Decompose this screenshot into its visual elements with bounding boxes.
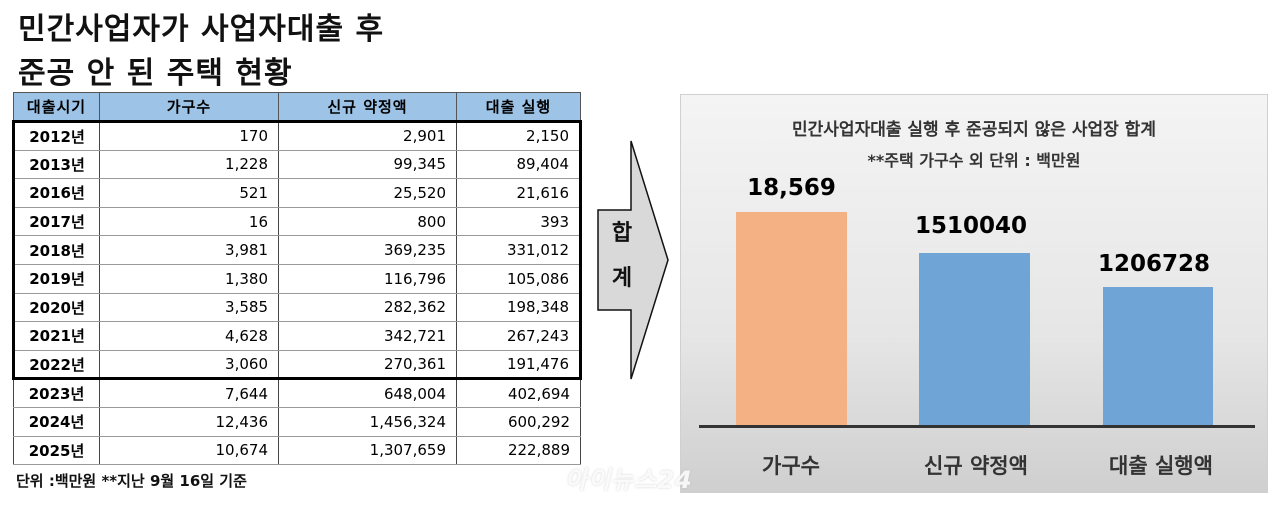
cell-households: 170	[99, 120, 279, 151]
table-row: 2022년 3,060 270,361 191,476	[12, 349, 582, 381]
cell-new-commitment: 99,345	[278, 149, 457, 180]
bar-loan-executed	[1103, 287, 1213, 427]
cell-loan-executed: 331,012	[456, 235, 582, 265]
cell-households: 4,628	[99, 321, 279, 351]
cell-loan-executed: 191,476	[456, 349, 582, 381]
category-label-loan-executed: 대출 실행액	[1109, 454, 1213, 478]
page-title-line2: 준공 안 된 주택 현황	[18, 56, 293, 91]
header-loan-executed: 대출 실행	[456, 92, 581, 122]
cell-new-commitment: 116,796	[278, 263, 457, 294]
cell-year: 2020년	[12, 292, 100, 323]
cell-households: 521	[99, 178, 279, 208]
table-row: 2012년 170 2,901 2,150	[12, 120, 582, 151]
arrow-label-sum-1: 합	[611, 221, 633, 246]
table-row: 2018년 3,981 369,235 331,012	[12, 235, 582, 265]
cell-year: 2018년	[12, 235, 100, 265]
header-new-commitment: 신규 약정액	[278, 92, 457, 122]
cell-new-commitment: 270,361	[278, 349, 457, 381]
table-row: 2023년 7,644 648,004 402,694	[13, 378, 581, 408]
cell-loan-executed: 222,889	[456, 435, 581, 466]
arrow-label-sum-2: 계	[611, 266, 633, 291]
category-label-new-commitment: 신규 약정액	[924, 454, 1028, 478]
cell-loan-executed: 2,150	[456, 120, 582, 151]
chart-panel: 민간사업자대출 실행 후 준공되지 않은 사업장 합계 **주택 가구수 외 단…	[680, 94, 1268, 493]
cell-year: 2017년	[12, 206, 100, 237]
cell-households: 3,585	[99, 292, 279, 323]
table-row: 2021년 4,628 342,721 267,243	[12, 321, 582, 351]
cell-year: 2025년	[13, 435, 100, 466]
cell-year: 2024년	[13, 406, 100, 437]
bar-value-label-new-commitment: 1510040	[914, 213, 1028, 239]
cell-loan-executed: 600,292	[456, 406, 581, 437]
cell-loan-executed: 198,348	[456, 292, 582, 323]
table-row: 2019년 1,380 116,796 105,086	[12, 263, 582, 294]
bar-households	[736, 212, 847, 427]
cell-households: 12,436	[99, 406, 279, 437]
arrow-right-icon	[597, 140, 669, 380]
cell-new-commitment: 1,456,324	[278, 406, 457, 437]
cell-loan-executed: 21,616	[456, 178, 582, 208]
loan-data-table: 대출시기 가구수 신규 약정액 대출 실행 2012년 170 2,901 2,…	[12, 92, 582, 466]
cell-year: 2016년	[12, 178, 100, 208]
x-axis-line	[699, 425, 1255, 428]
table-row: 2025년 10,674 1,307,659 222,889	[13, 435, 581, 466]
cell-new-commitment: 1,307,659	[278, 435, 457, 466]
cell-loan-executed: 89,404	[456, 149, 582, 180]
header-households: 가구수	[99, 92, 279, 122]
chart-title: 민간사업자대출 실행 후 준공되지 않은 사업장 합계	[792, 120, 1156, 140]
table-row: 2020년 3,585 282,362 198,348	[12, 292, 582, 323]
cell-new-commitment: 25,520	[278, 178, 457, 208]
cell-year: 2022년	[12, 349, 100, 381]
cell-households: 7,644	[99, 378, 279, 408]
cell-year: 2023년	[13, 378, 100, 408]
unit-footnote: 단위 :백만원 **지난 9월 16일 기준	[16, 472, 247, 490]
cell-new-commitment: 369,235	[278, 235, 457, 265]
page-title-line1: 민간사업자가 사업자대출 후	[18, 12, 385, 47]
cell-households: 1,228	[99, 149, 279, 180]
cell-loan-executed: 393	[456, 206, 582, 237]
cell-new-commitment: 2,901	[278, 120, 457, 151]
cell-year: 2019년	[12, 263, 100, 294]
chart-subtitle: **주택 가구수 외 단위 : 백만원	[867, 151, 1081, 170]
bar-new-commitment	[919, 253, 1030, 427]
cell-new-commitment: 342,721	[278, 321, 457, 351]
header-loan-period: 대출시기	[13, 92, 100, 122]
cell-new-commitment: 648,004	[278, 378, 457, 408]
bar-value-label-loan-executed: 1206728	[1097, 251, 1211, 277]
cell-year: 2021년	[12, 321, 100, 351]
cell-households: 1,380	[99, 263, 279, 294]
cell-loan-executed: 267,243	[456, 321, 582, 351]
cell-new-commitment: 800	[278, 206, 457, 237]
table-header-row: 대출시기 가구수 신규 약정액 대출 실행	[13, 92, 581, 122]
watermark-logo: 아이뉴스24	[565, 466, 693, 494]
table-row: 2013년 1,228 99,345 89,404	[12, 149, 582, 180]
cell-households: 16	[99, 206, 279, 237]
bar-value-label-households: 18,569	[747, 175, 836, 201]
cell-year: 2013년	[12, 149, 100, 180]
category-label-households: 가구수	[762, 454, 820, 478]
cell-loan-executed: 105,086	[456, 263, 582, 294]
cell-households: 3,981	[99, 235, 279, 265]
cell-year: 2012년	[12, 120, 100, 151]
table-row: 2017년 16 800 393	[12, 206, 582, 237]
table-row: 2016년 521 25,520 21,616	[12, 178, 582, 208]
cell-loan-executed: 402,694	[456, 378, 581, 408]
table-row: 2024년 12,436 1,456,324 600,292	[13, 406, 581, 437]
cell-households: 10,674	[99, 435, 279, 466]
cell-households: 3,060	[99, 349, 279, 381]
cell-new-commitment: 282,362	[278, 292, 457, 323]
